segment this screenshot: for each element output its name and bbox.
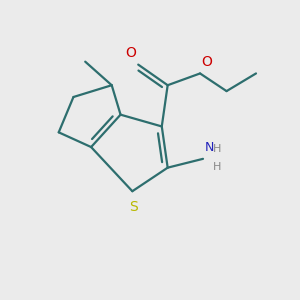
- Text: O: O: [125, 46, 136, 60]
- Text: N: N: [205, 141, 214, 154]
- Text: S: S: [129, 200, 138, 214]
- Text: O: O: [202, 55, 212, 69]
- Text: H: H: [213, 162, 221, 172]
- Text: H: H: [213, 143, 221, 154]
